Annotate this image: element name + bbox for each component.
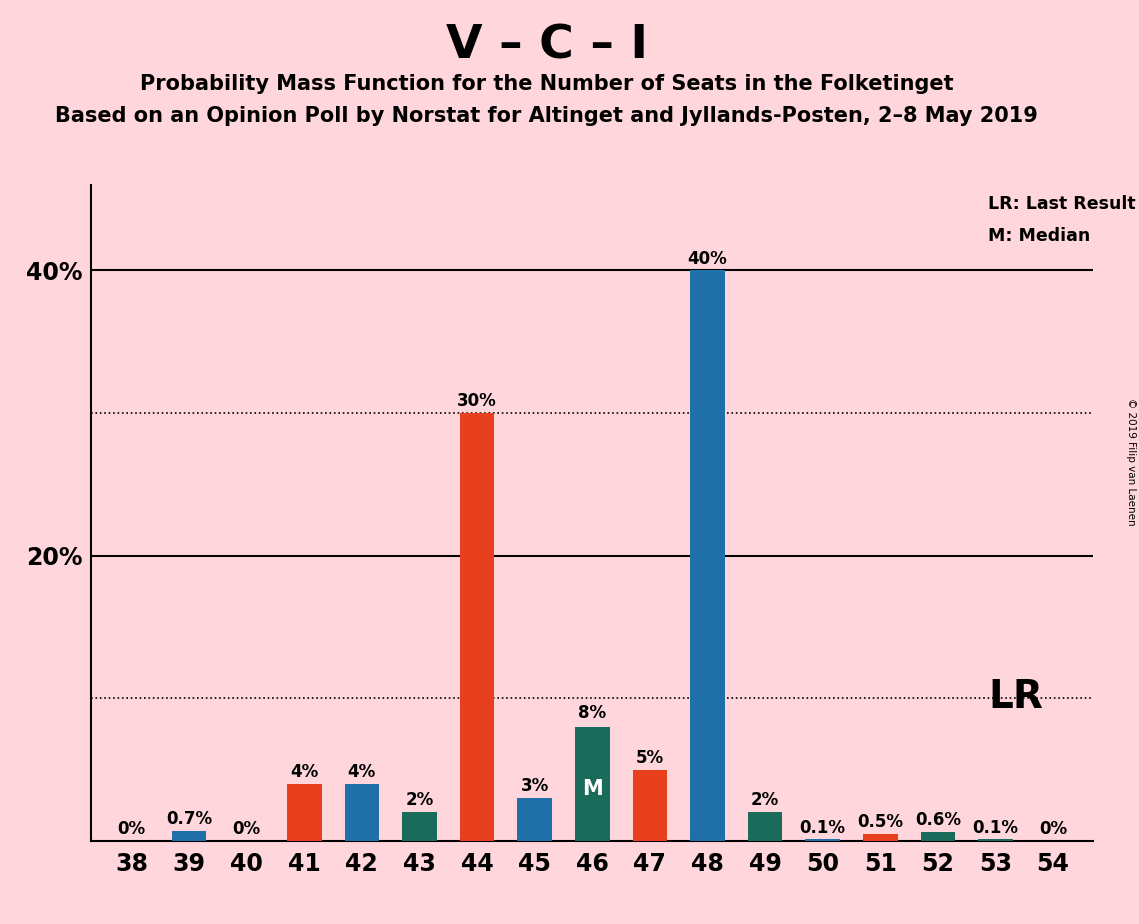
Text: 40%: 40% [688, 249, 728, 268]
Bar [920, 833, 956, 841]
Text: 0%: 0% [232, 820, 261, 838]
Text: M: Median: M: Median [989, 227, 1090, 246]
Text: Probability Mass Function for the Number of Seats in the Folketinget: Probability Mass Function for the Number… [140, 74, 953, 94]
Bar [920, 839, 956, 841]
Text: V – C – I: V – C – I [445, 23, 648, 68]
Bar [172, 831, 206, 841]
Text: 0.5%: 0.5% [858, 813, 903, 831]
Bar [460, 413, 494, 841]
Bar [575, 727, 609, 841]
Text: 4%: 4% [347, 763, 376, 781]
Bar [517, 798, 552, 841]
Text: 4%: 4% [290, 763, 319, 781]
Text: 3%: 3% [521, 777, 549, 796]
Bar [978, 839, 1013, 841]
Text: M: M [582, 780, 603, 799]
Bar [805, 839, 839, 841]
Text: 2%: 2% [405, 792, 434, 809]
Text: Based on an Opinion Poll by Norstat for Altinget and Jyllands-Posten, 2–8 May 20: Based on an Opinion Poll by Norstat for … [56, 106, 1038, 127]
Text: LR: LR [989, 677, 1043, 715]
Text: 0%: 0% [117, 820, 146, 838]
Bar [690, 271, 724, 841]
Text: 5%: 5% [636, 748, 664, 767]
Text: 30%: 30% [457, 392, 497, 410]
Bar [632, 770, 667, 841]
Text: 0.6%: 0.6% [915, 811, 961, 830]
Bar [345, 784, 379, 841]
Text: LR: Last Result: LR: Last Result [989, 195, 1136, 213]
Text: 8%: 8% [579, 704, 606, 723]
Bar [402, 812, 436, 841]
Text: 0%: 0% [1039, 820, 1067, 838]
Text: © 2019 Filip van Laenen: © 2019 Filip van Laenen [1126, 398, 1136, 526]
Bar [863, 833, 898, 841]
Text: 0.1%: 0.1% [800, 819, 845, 836]
Text: 0.7%: 0.7% [166, 810, 212, 828]
Text: 0.1%: 0.1% [973, 819, 1018, 836]
Bar [748, 812, 782, 841]
Bar [287, 784, 321, 841]
Text: 2%: 2% [751, 792, 779, 809]
